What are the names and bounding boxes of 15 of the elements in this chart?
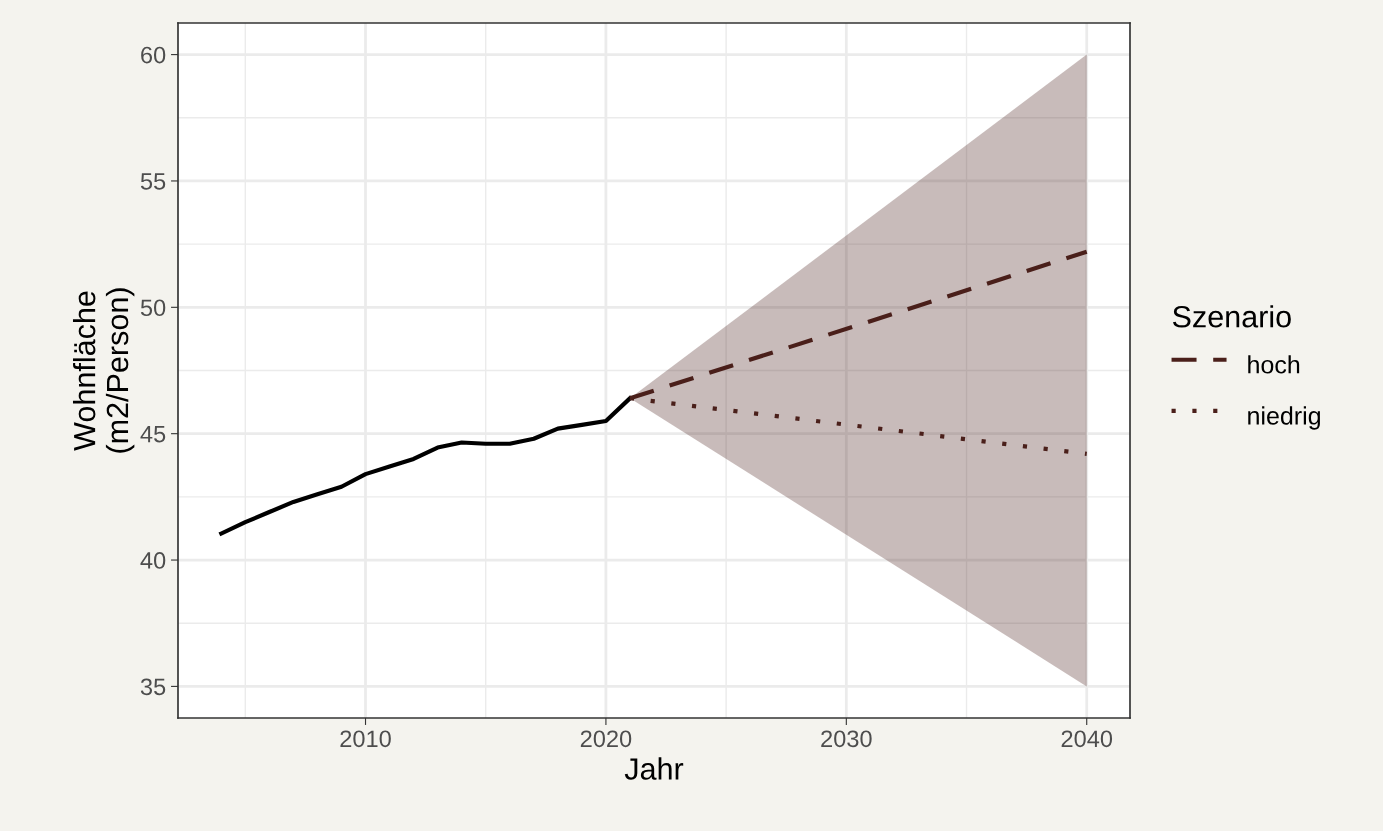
legend-title: Szenario bbox=[1172, 305, 1291, 328]
y-axis-title: Wohnfläche (m2/Person) bbox=[72, 288, 135, 453]
y-tick-label: 45 bbox=[140, 425, 166, 443]
y-tick-label: 40 bbox=[140, 552, 166, 569]
x-tick-label: 2030 bbox=[821, 730, 872, 748]
x-tick-label: 2010 bbox=[340, 730, 391, 748]
y-tick-label: 50 bbox=[140, 299, 166, 317]
legend-label: hoch bbox=[1248, 355, 1300, 374]
y-tick-label: 35 bbox=[140, 678, 166, 696]
y-tick-label: 55 bbox=[140, 173, 166, 190]
legend-label: niedrig bbox=[1248, 406, 1320, 430]
x-tick-label: 2020 bbox=[580, 730, 632, 748]
y-tick-label: 60 bbox=[141, 46, 166, 64]
x-tick-label: 2040 bbox=[1061, 730, 1113, 748]
x-axis-title: Jahr bbox=[624, 757, 684, 780]
